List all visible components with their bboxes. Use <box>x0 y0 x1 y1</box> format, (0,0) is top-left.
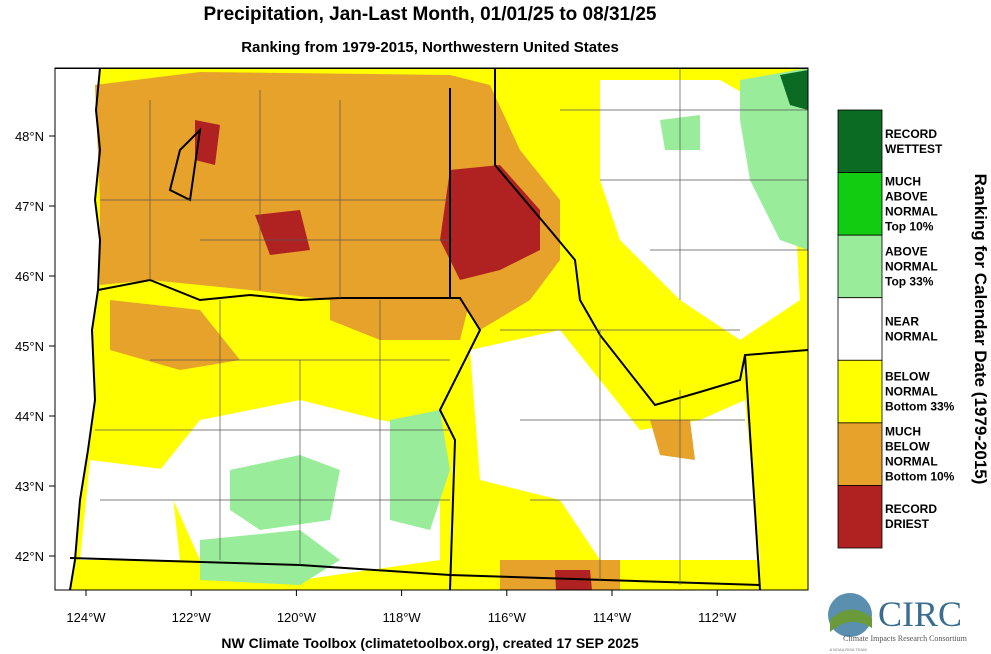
latitude-label: 47°N <box>15 199 44 214</box>
latitude-label: 42°N <box>15 549 44 564</box>
legend-swatch <box>837 422 883 486</box>
legend-swatch <box>837 234 883 299</box>
longitude-label: 124°W <box>66 610 106 625</box>
legend-label: NORMAL <box>885 259 938 273</box>
legend-swatch <box>837 297 883 361</box>
longitude-label: 122°W <box>172 610 212 625</box>
longitude-labels: 124°W 122°W 120°W 118°W 116°W 114°W 112°W <box>66 590 737 625</box>
legend-label: MUCH <box>885 425 921 439</box>
legend-label: ABOVE <box>885 189 928 203</box>
logo-tagline: A NOAA RISA TEAM <box>829 647 866 652</box>
latitude-label: 46°N <box>15 269 44 284</box>
legend-title: Ranking for Calendar Date (1979-2015) <box>971 174 990 485</box>
longitude-label: 114°W <box>593 610 632 625</box>
legend-label: WETTEST <box>885 142 943 156</box>
longitude-label: 118°W <box>382 610 421 625</box>
title: Precipitation, Jan-Last Month, 01/01/25 … <box>204 4 657 25</box>
legend-swatch <box>837 172 883 236</box>
logo-subtitle: Climate Impacts Research Consortium <box>843 634 968 643</box>
logo-name: CIRC <box>878 594 962 634</box>
subtitle: Ranking from 1979-2015, Northwestern Uni… <box>241 39 619 56</box>
legend-label: Bottom 33% <box>885 400 955 414</box>
legend-label: Top 33% <box>885 274 934 288</box>
legend-swatch <box>837 359 883 424</box>
legend-label: NORMAL <box>885 204 938 218</box>
legend-label: NEAR <box>885 315 919 329</box>
legend-label: BELOW <box>885 440 930 454</box>
longitude-label: 116°W <box>488 610 527 625</box>
footer: NW Climate Toolbox (climatetoolbox.org),… <box>221 635 638 651</box>
legend-label: RECORD <box>885 502 937 516</box>
legend-swatch <box>837 109 883 173</box>
legend-label: BELOW <box>885 370 930 384</box>
latitude-label: 43°N <box>15 479 44 494</box>
latitude-label: 44°N <box>15 409 44 424</box>
legend-label: Top 10% <box>885 219 934 233</box>
logo-hills <box>830 609 872 632</box>
legend-label: RECORD <box>885 127 937 141</box>
legend-label: NORMAL <box>885 330 938 344</box>
legend-label: Bottom 10% <box>885 470 955 484</box>
legend-label: MUCH <box>885 174 921 188</box>
longitude-label: 120°W <box>277 610 317 625</box>
legend-label: DRIEST <box>885 517 930 531</box>
latitude-label: 48°N <box>15 129 44 144</box>
legend-label: NORMAL <box>885 385 938 399</box>
latitude-labels: 48°N 47°N 46°N 45°N 44°N 43°N 42°N <box>15 129 55 564</box>
legend-label: ABOVE <box>885 244 928 258</box>
latitude-label: 45°N <box>15 339 44 354</box>
legend-label: NORMAL <box>885 455 938 469</box>
map <box>54 67 809 591</box>
longitude-label: 112°W <box>698 610 737 625</box>
logo: CIRC Climate Impacts Research Consortium… <box>828 593 968 652</box>
legend-swatch <box>837 485 883 549</box>
